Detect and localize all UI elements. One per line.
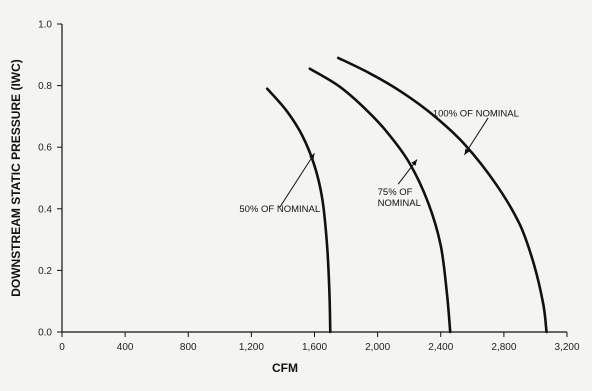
curve-100-percent bbox=[336, 56, 548, 334]
y-tick-label: 1.0 bbox=[38, 20, 52, 31]
x-tick-label: 400 bbox=[117, 342, 134, 353]
ticks: 0 400 800 1,200 1,600 2,000 2,400 2,800 3,200 0.0… bbox=[38, 20, 580, 354]
arrowhead bbox=[411, 159, 418, 166]
annotation-100-percent: 100% OF NOMINAL bbox=[433, 108, 519, 156]
x-tick-label: 3,200 bbox=[554, 342, 579, 353]
curve-50-percent bbox=[265, 87, 332, 334]
x-tick-label: 2,400 bbox=[428, 342, 453, 353]
arrowhead bbox=[464, 148, 470, 155]
annotation-text: 50% OF NOMINAL bbox=[239, 204, 320, 215]
x-tick-label: 2,800 bbox=[491, 342, 516, 353]
annotation-text: 75% OF bbox=[378, 187, 413, 198]
x-axis-title: CFM bbox=[272, 361, 298, 375]
annotation-50-percent: 50% OF NOMINAL bbox=[239, 153, 320, 215]
x-tick-label: 2,000 bbox=[365, 342, 390, 353]
y-tick-label: 0.6 bbox=[38, 143, 52, 154]
y-tick-label: 0.4 bbox=[38, 204, 52, 215]
curves bbox=[265, 56, 548, 334]
annotation-text: 100% OF NOMINAL bbox=[433, 108, 519, 119]
y-tick-label: 0.0 bbox=[38, 328, 52, 339]
y-axis-title: DOWNSTREAM STATIC PRESSURE (IWC) bbox=[9, 59, 23, 297]
y-tick-label: 0.8 bbox=[38, 81, 52, 92]
leader-line bbox=[279, 153, 315, 208]
leader-line bbox=[464, 117, 489, 156]
y-tick-label: 0.2 bbox=[38, 266, 52, 277]
arrowhead bbox=[309, 153, 315, 160]
curve-75-percent bbox=[308, 67, 452, 334]
x-tick-label: 1,200 bbox=[239, 342, 264, 353]
x-tick-label: 1,600 bbox=[302, 342, 327, 353]
x-tick-label: 0 bbox=[59, 342, 65, 353]
x-tick-label: 800 bbox=[180, 342, 197, 353]
annotation-text: NOMINAL bbox=[378, 198, 421, 209]
